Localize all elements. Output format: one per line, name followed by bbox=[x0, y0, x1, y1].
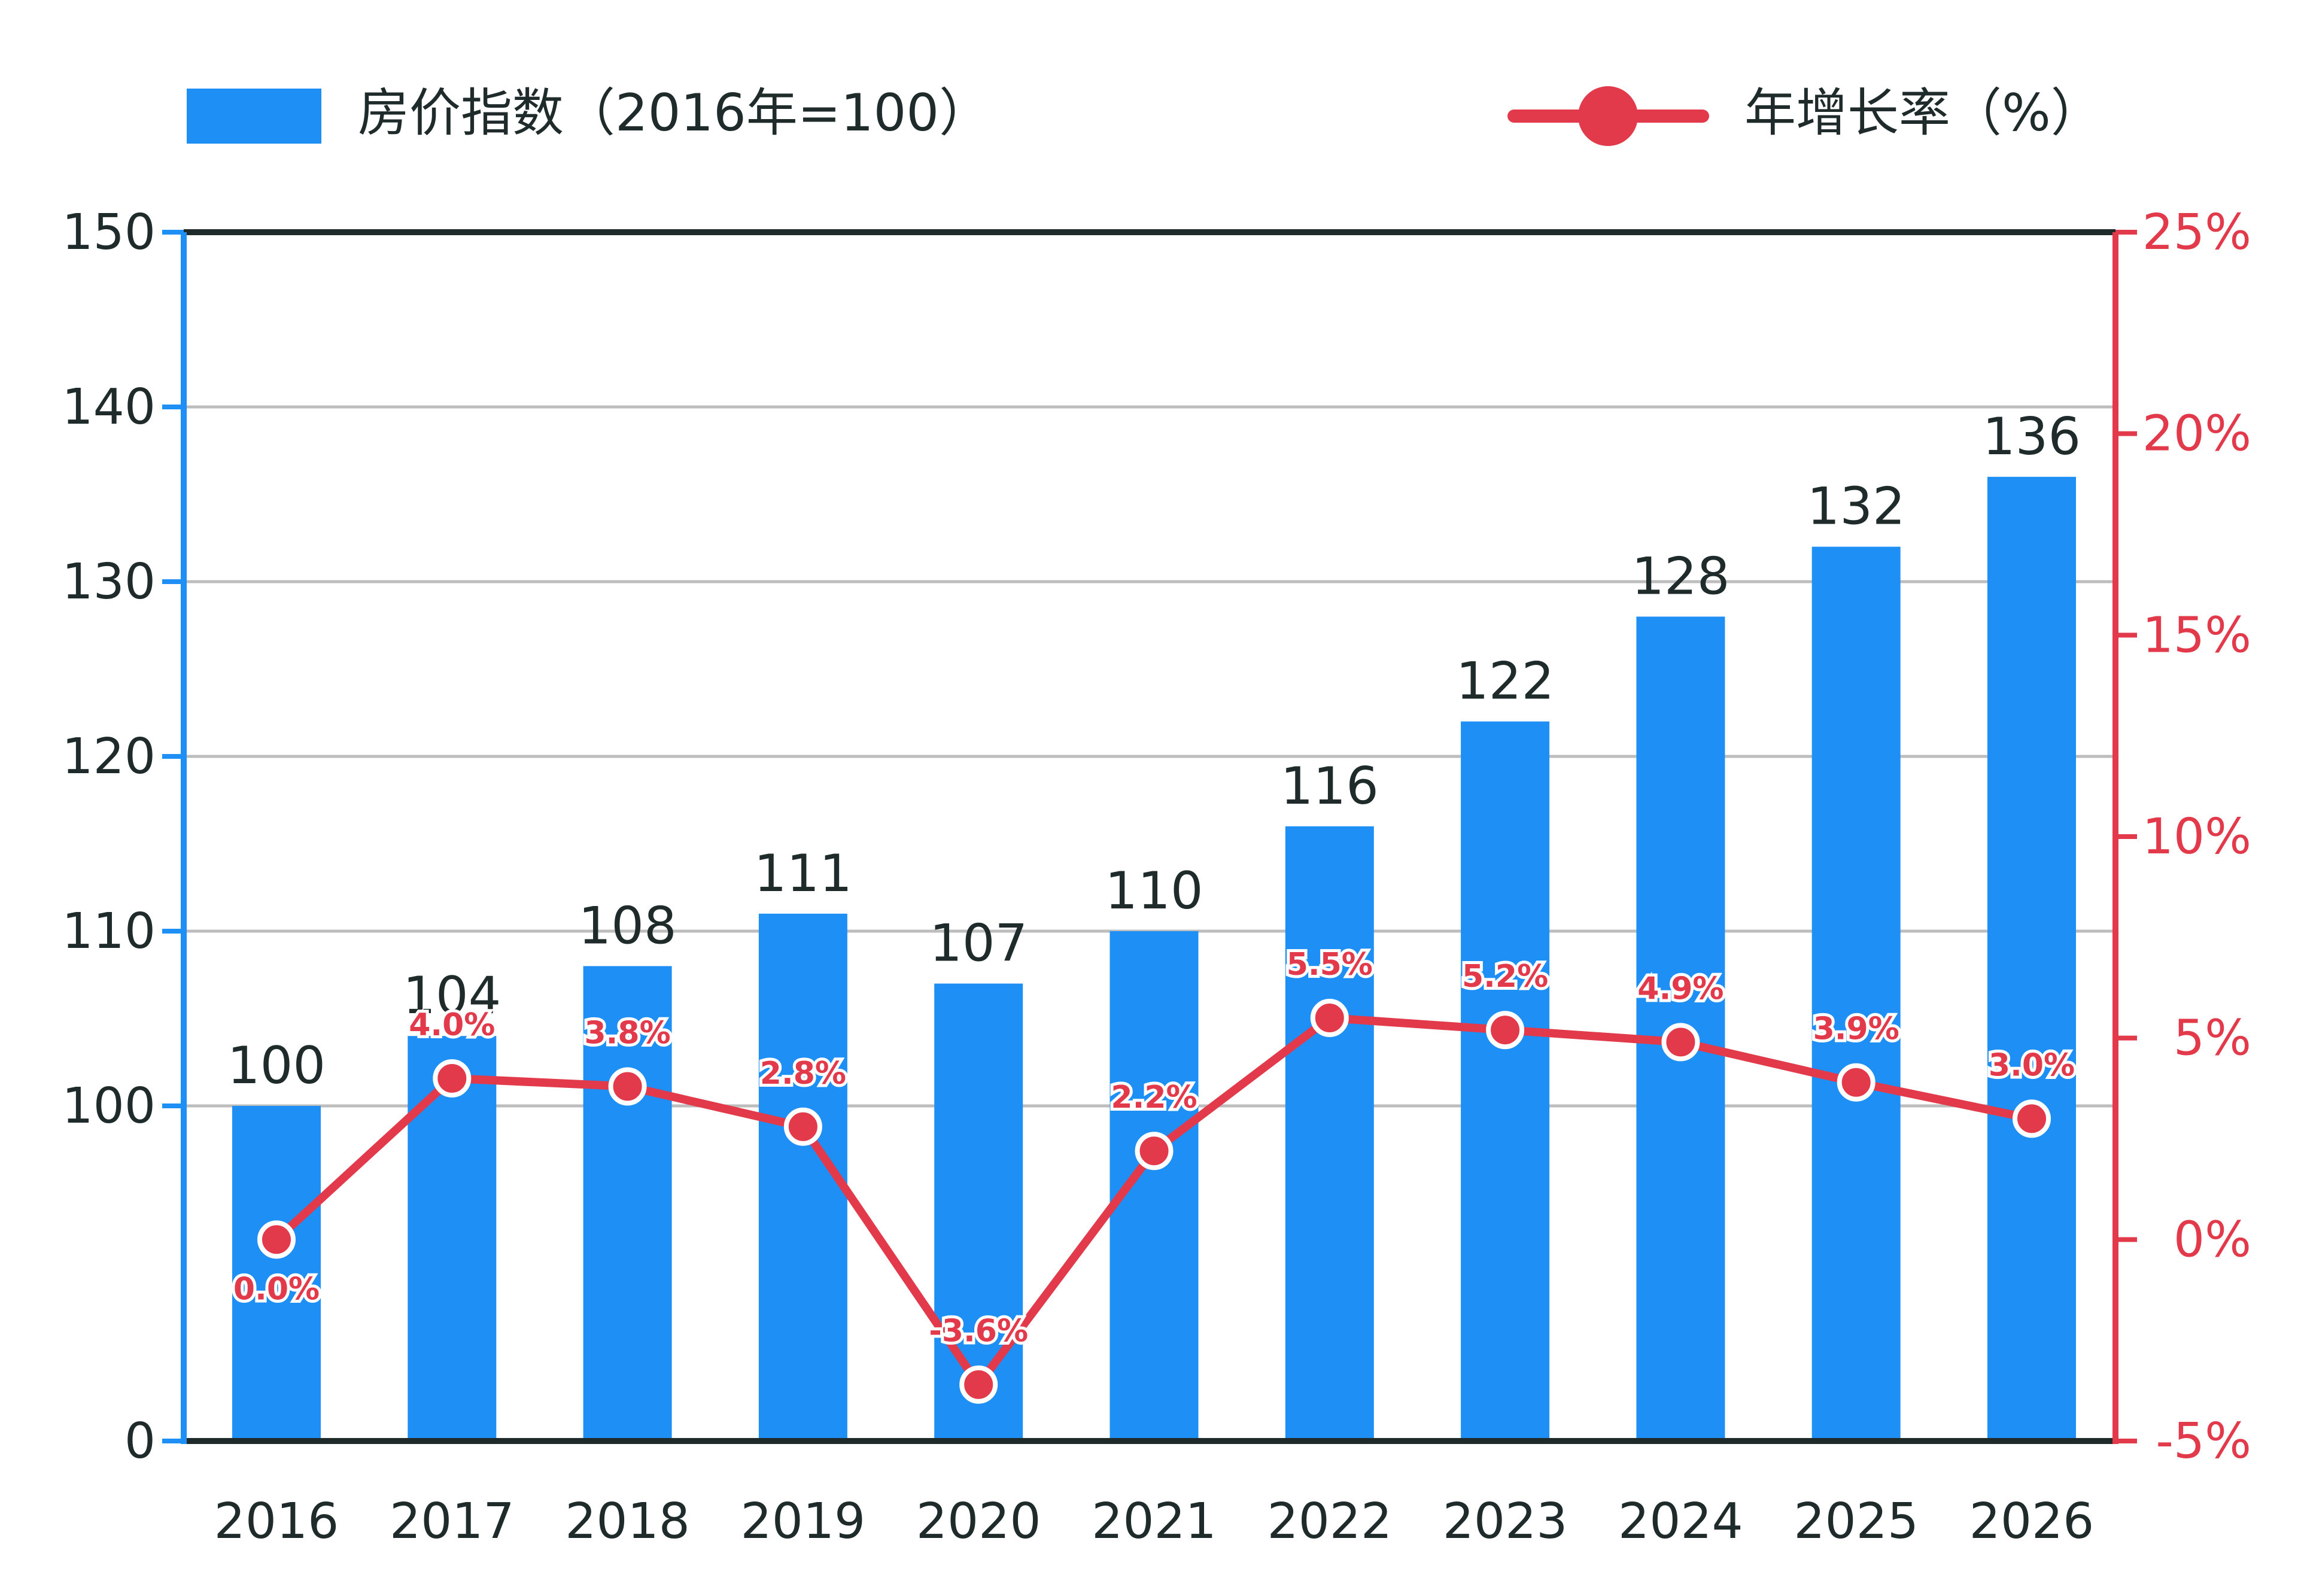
left-tick-label-120: 120 bbox=[62, 728, 156, 785]
bar-value-label-2020: 107 bbox=[929, 914, 1028, 974]
right-tick-label-10: 10% bbox=[2142, 808, 2251, 865]
left-axis: 0 100 110 120 130 140 150 bbox=[62, 204, 187, 1470]
growth-point-2026 bbox=[2013, 1099, 2051, 1138]
x-tick-label-2026: 2026 bbox=[1969, 1493, 2095, 1550]
bar-value-label-2018: 108 bbox=[579, 896, 677, 956]
bar-value-label-2023: 122 bbox=[1456, 652, 1554, 712]
x-tick-label-2022: 2022 bbox=[1267, 1493, 1392, 1550]
gridlines bbox=[184, 405, 2115, 1108]
legend-bar-swatch bbox=[187, 89, 321, 144]
bar-value-labels: 100 104 108 111 107 110 116 122 128 132 136 bbox=[227, 407, 2081, 1096]
plot-frame bbox=[184, 229, 2115, 1444]
growth-point-2020 bbox=[959, 1365, 998, 1404]
x-tick-label-2024: 2024 bbox=[1618, 1493, 1743, 1550]
growth-point-2025 bbox=[1837, 1063, 1876, 1102]
growth-label-2018: 3.8% bbox=[584, 1015, 670, 1051]
bar-2025 bbox=[1811, 546, 1901, 1441]
growth-point-2024 bbox=[1661, 1023, 1700, 1062]
right-tick-label-5: 5% bbox=[2174, 1010, 2251, 1067]
growth-label-2017: 4.0% bbox=[409, 1007, 495, 1043]
bar-2020 bbox=[934, 983, 1023, 1441]
bar-2026 bbox=[1987, 476, 2076, 1441]
x-tick-label-2021: 2021 bbox=[1092, 1493, 1217, 1550]
legend-line-label: 年增长率（%） bbox=[1744, 83, 2102, 143]
left-tick-label-130: 130 bbox=[62, 554, 156, 610]
growth-label-2021: 2.2% bbox=[1111, 1080, 1197, 1115]
growth-label-2025: 3.9% bbox=[1813, 1011, 1899, 1047]
bar-series bbox=[232, 476, 2076, 1441]
x-tick-label-2017: 2017 bbox=[390, 1493, 515, 1550]
left-tick-label-110: 110 bbox=[62, 903, 156, 960]
x-tick-label-2023: 2023 bbox=[1443, 1493, 1568, 1550]
bar-value-label-2025: 132 bbox=[1807, 477, 1905, 537]
legend-bar-label: 房价指数（2016年=100） bbox=[358, 83, 990, 143]
x-tick-label-2019: 2019 bbox=[741, 1493, 866, 1550]
right-tick-label-25: 25% bbox=[2142, 204, 2251, 261]
growth-point-2016 bbox=[257, 1220, 296, 1259]
bar-2023 bbox=[1461, 721, 1550, 1441]
bar-value-label-2016: 100 bbox=[227, 1036, 326, 1096]
left-tick-label-0: 0 bbox=[124, 1413, 156, 1470]
bar-value-label-2022: 116 bbox=[1281, 756, 1379, 816]
growth-label-2022: 5.5% bbox=[1287, 947, 1373, 983]
growth-label-2023: 5.2% bbox=[1462, 959, 1548, 995]
x-tick-label-2018: 2018 bbox=[565, 1493, 690, 1550]
x-axis: 2016 2017 2018 2019 2020 2021 2022 2023 2024 2025… bbox=[214, 1493, 2095, 1550]
right-tick-label-0: 0% bbox=[2174, 1211, 2251, 1268]
bar-value-label-2021: 110 bbox=[1105, 861, 1203, 921]
growth-label-2024: 4.9% bbox=[1637, 971, 1723, 1007]
bar-2018 bbox=[583, 966, 672, 1441]
left-tick-label-150: 150 bbox=[62, 204, 156, 261]
growth-point-2022 bbox=[1310, 999, 1349, 1037]
left-tick-label-100: 100 bbox=[62, 1078, 156, 1135]
line-series: 0.0% 4.0% 3.8% 2.8% -3.6% 2.2% 5.5% 5.2% 4.9% 3.9… bbox=[230, 944, 2078, 1404]
bar-value-label-2017: 104 bbox=[403, 966, 501, 1026]
x-tick-label-2016: 2016 bbox=[214, 1493, 339, 1550]
growth-point-2017 bbox=[433, 1059, 472, 1098]
left-tick-label-140: 140 bbox=[62, 379, 156, 436]
bar-value-label-2024: 128 bbox=[1631, 546, 1729, 606]
growth-point-2023 bbox=[1486, 1011, 1525, 1050]
growth-label-2019: 2.8% bbox=[760, 1056, 846, 1092]
growth-label-2026: 3.0% bbox=[1989, 1047, 2075, 1083]
right-tick-label--5: -5% bbox=[2156, 1413, 2251, 1470]
x-tick-label-2020: 2020 bbox=[916, 1493, 1041, 1550]
x-tick-label-2025: 2025 bbox=[1794, 1493, 1919, 1550]
growth-point-2021 bbox=[1135, 1132, 1174, 1171]
bar-value-label-2026: 136 bbox=[1983, 407, 2081, 467]
bar-2016 bbox=[232, 1106, 321, 1441]
legend: 房价指数（2016年=100） 年增长率（%） bbox=[187, 83, 2102, 146]
bar-2022 bbox=[1285, 826, 1374, 1441]
right-tick-label-20: 20% bbox=[2142, 406, 2251, 463]
growth-label-2016: 0.0% bbox=[233, 1271, 320, 1307]
growth-point-2018 bbox=[608, 1067, 647, 1106]
legend-line-marker bbox=[1578, 86, 1638, 146]
right-tick-label-15: 15% bbox=[2142, 607, 2251, 664]
growth-point-2019 bbox=[783, 1107, 822, 1146]
bar-value-label-2019: 111 bbox=[754, 844, 852, 904]
growth-label-2020: -3.6% bbox=[929, 1314, 1028, 1349]
right-axis: -5% 0% 5% 10% 15% 20% 25% bbox=[2112, 204, 2251, 1470]
